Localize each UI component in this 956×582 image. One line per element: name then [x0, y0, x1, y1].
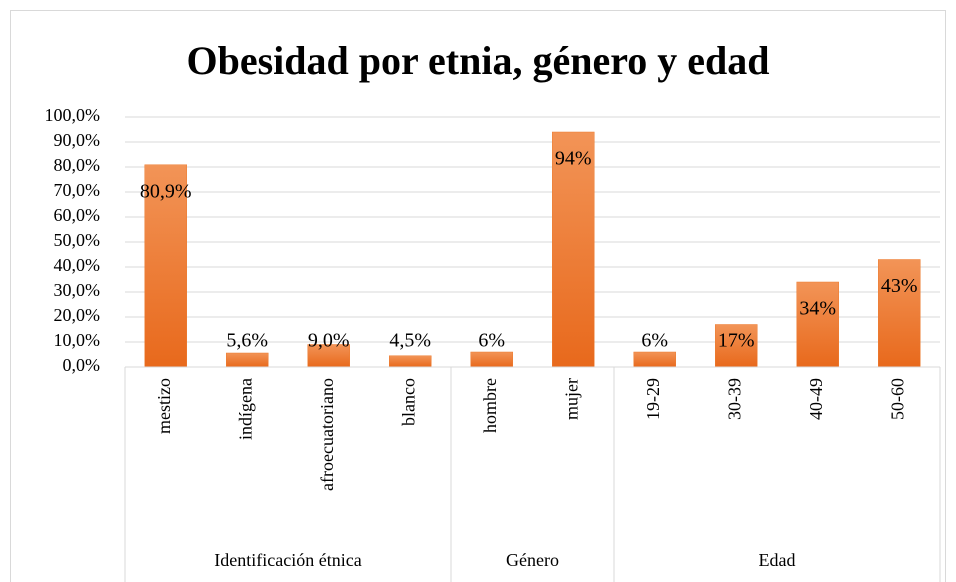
bar [633, 351, 676, 368]
y-tick-label: 40,0% [54, 255, 101, 275]
chart-border [10, 10, 946, 582]
x-tick-label: blanco [398, 378, 418, 426]
data-label: 9,0% [308, 330, 350, 352]
y-tick-label: 80,0% [54, 155, 101, 175]
group-label: Género [506, 550, 559, 570]
y-tick-label: 20,0% [54, 305, 101, 325]
y-tick-label: 50,0% [54, 230, 101, 250]
x-tick-label: hombre [480, 378, 500, 433]
x-tick-label: 19-29 [643, 378, 663, 420]
group-label: Identificación étnica [214, 550, 361, 570]
data-label: 43% [881, 275, 918, 297]
data-label: 94% [555, 148, 592, 170]
bar [552, 131, 595, 368]
x-tick-label: afroecuatoriano [317, 378, 337, 491]
y-tick-label: 100,0% [45, 105, 101, 125]
data-label: 6% [478, 330, 505, 352]
x-tick-label: mujer [561, 378, 581, 420]
y-tick-label: 90,0% [54, 130, 101, 150]
y-tick-label: 60,0% [54, 205, 101, 225]
y-tick-label: 30,0% [54, 280, 101, 300]
y-tick-label: 0,0% [63, 355, 101, 375]
chart-title: Obesidad por etnia, género y edad [186, 38, 769, 83]
data-label: 17% [718, 330, 755, 352]
x-tick-label: mestizo [154, 378, 174, 434]
data-label: 80,9% [140, 180, 192, 202]
data-label: 4,5% [389, 330, 431, 352]
x-tick-label: 50-60 [887, 378, 907, 420]
bar [878, 259, 921, 368]
x-tick-label: 40-49 [806, 378, 826, 420]
bar [470, 351, 513, 368]
bar [226, 352, 269, 368]
bar [715, 324, 758, 368]
x-tick-label: indígena [235, 378, 255, 440]
data-label: 6% [641, 330, 668, 352]
bar [144, 164, 187, 368]
y-tick-label: 10,0% [54, 330, 101, 350]
x-tick-label: 30-39 [724, 378, 744, 420]
data-label: 34% [799, 298, 836, 320]
bar [796, 281, 839, 368]
data-label: 5,6% [226, 330, 268, 352]
bar [389, 355, 432, 368]
group-label: Edad [759, 550, 796, 570]
y-tick-label: 70,0% [54, 180, 101, 200]
